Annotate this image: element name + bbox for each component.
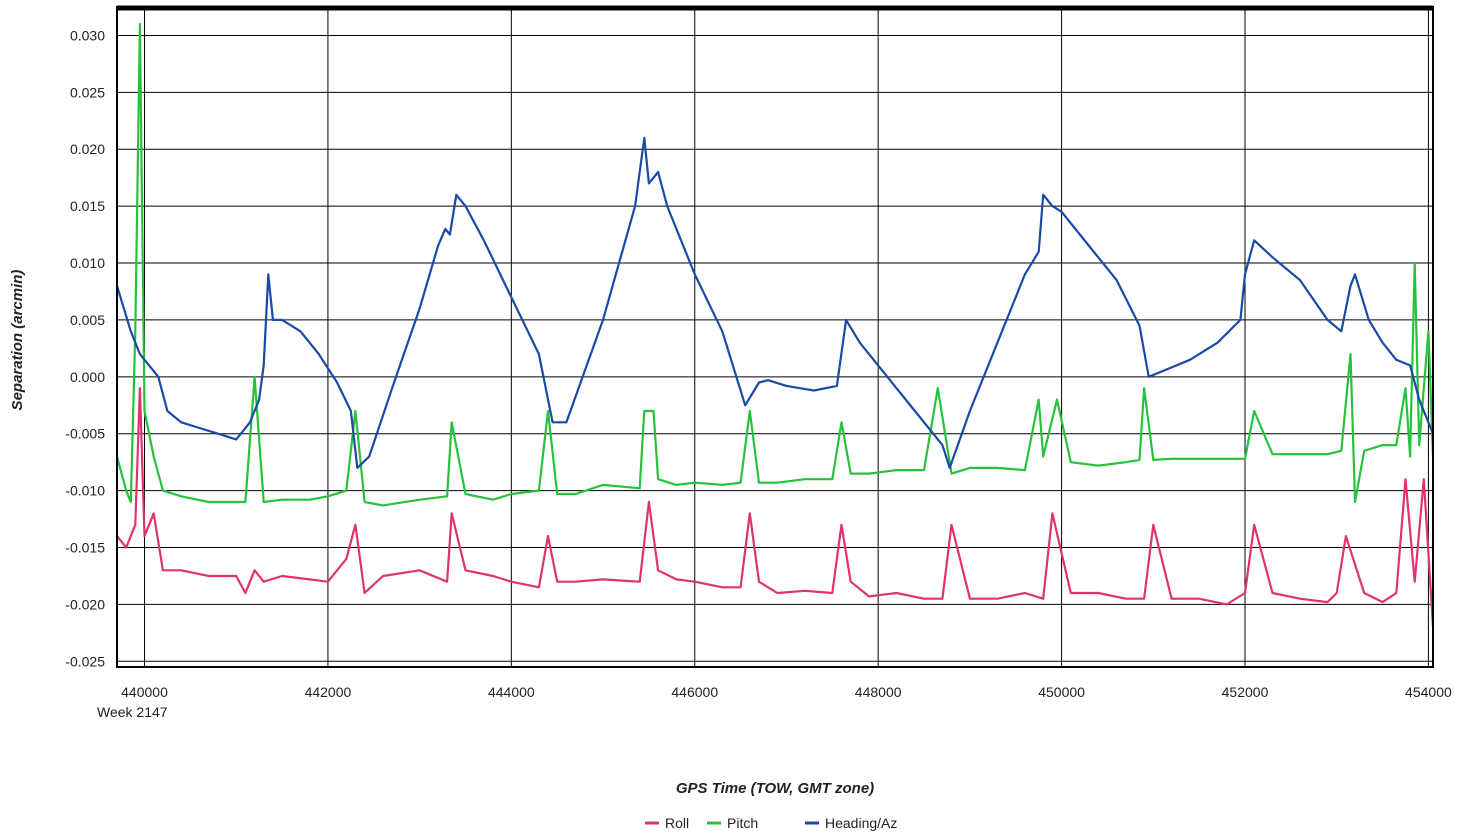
series-line-pitch: [115, 23, 1435, 507]
y-tick-label: -0.005: [65, 426, 105, 442]
y-tick-labels: 0.030 0.025 0.020 0.015 0.010 0.005 0.000 -0.00…: [65, 27, 105, 669]
y-tick-label: 0.020: [70, 141, 105, 157]
x-tick-label: 440000: [121, 684, 168, 700]
y-tick-label: -0.015: [65, 540, 105, 556]
y-tick-label: 0.005: [70, 312, 105, 328]
x-tick-label: 446000: [671, 684, 718, 700]
y-axis-title: Separation (arcmin): [9, 270, 26, 411]
plot-area: [117, 7, 1433, 667]
y-tick-label: 0.015: [70, 198, 105, 214]
y-tick-label: 0.010: [70, 255, 105, 271]
series-line-roll: [116, 387, 1435, 628]
legend-label-pitch: Pitch: [727, 815, 758, 831]
x-tick-label: 454000: [1405, 684, 1452, 700]
y-tick-label: -0.025: [65, 653, 105, 669]
x-tick-label: 444000: [488, 684, 535, 700]
legend: Roll Pitch Heading/Az: [645, 815, 897, 831]
x-sublabel: Week 2147: [97, 704, 168, 720]
legend-label-heading-az: Heading/Az: [825, 815, 897, 831]
y-tick-label: 0.000: [70, 369, 105, 385]
x-axis-title: GPS Time (TOW, GMT zone): [676, 780, 874, 797]
x-tick-labels: 440000 442000 444000 446000 448000 450000 4520…: [121, 684, 1452, 700]
legend-label-roll: Roll: [665, 815, 689, 831]
x-tick-label: 452000: [1222, 684, 1269, 700]
series-lines: [115, 23, 1435, 628]
y-tick-label: -0.020: [65, 596, 105, 612]
x-tick-label: 450000: [1038, 684, 1085, 700]
x-tick-label: 442000: [305, 684, 352, 700]
y-tick-label: 0.025: [70, 84, 105, 100]
plot-frame: [116, 6, 1434, 668]
y-tick-label: 0.030: [70, 27, 105, 43]
x-tick-label: 448000: [855, 684, 902, 700]
series-line-heading-az: [115, 136, 1435, 469]
y-tick-label: -0.010: [65, 483, 105, 499]
